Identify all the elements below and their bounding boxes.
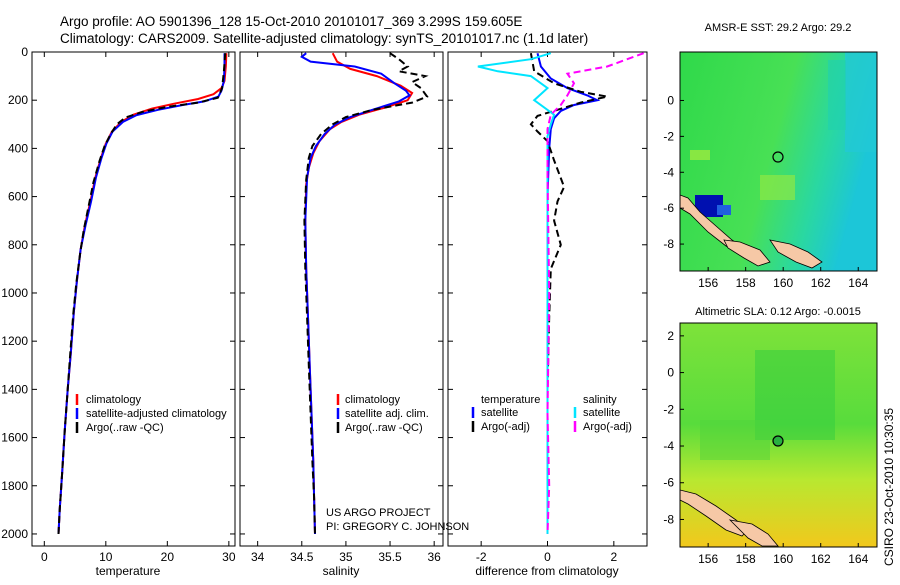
y-tick-label: 200 (8, 93, 28, 107)
y-tick-label: 1600 (1, 431, 28, 445)
salinity-legend: climatology satellite adj. clim. Argo(..… (336, 394, 429, 434)
legend-item: climatology (86, 394, 142, 406)
x-tick-label: 30 (222, 550, 236, 564)
sst-map-title: AMSR-E SST: 29.2 Argo: 29.2 (705, 22, 852, 34)
legend-item: climatology (345, 394, 401, 406)
x-tick-label: 160 (773, 552, 793, 566)
legend-item: satellite-adjusted climatology (86, 408, 227, 420)
y-tick-label: 0 (667, 366, 674, 380)
y-tick-label: 2 (667, 329, 674, 343)
legend-item: satellite (481, 407, 518, 419)
x-tick-label: 158 (736, 276, 756, 290)
difference-xlabel: difference from climatology (475, 564, 618, 578)
side-timestamp: CSIRO 23-Oct-2010 10:30:35 (882, 408, 896, 566)
temperature-xlabel: temperature (96, 564, 161, 578)
x-tick-label: 156 (698, 276, 718, 290)
legend-item: temperature (481, 394, 540, 406)
y-tick-label: 1400 (1, 382, 28, 396)
difference-legend: temperature satellite Argo(-adj) salinit… (471, 394, 632, 433)
sst-map (680, 52, 877, 271)
legend-item: Argo(..raw -QC) (86, 422, 164, 434)
project-annotation: US ARGO PROJECT (326, 507, 431, 519)
series-line (529, 53, 608, 534)
y-tick-label: -8 (663, 512, 674, 526)
legend-item: Argo(-adj) (583, 421, 632, 433)
x-tick-label: 0 (544, 550, 551, 564)
y-tick-label: -2 (663, 402, 674, 416)
series-line (57, 53, 228, 535)
series-line (304, 52, 414, 535)
x-tick-label: 34 (251, 550, 265, 564)
series-line (303, 52, 429, 535)
y-tick-label: 1800 (1, 479, 28, 493)
sla-map (680, 323, 877, 547)
y-tick-label: 800 (8, 238, 28, 252)
header-line2: Climatology: CARS2009. Satellite-adjuste… (60, 31, 588, 46)
y-tick-label: -6 (663, 476, 674, 490)
pi-annotation: PI: GREGORY C. JOHNSON (326, 521, 469, 533)
x-tick-label: 164 (848, 552, 868, 566)
legend-item: Argo(-adj) (481, 421, 530, 433)
x-tick-label: 158 (736, 552, 756, 566)
legend-item: salinity (583, 394, 617, 406)
x-tick-label: 160 (773, 276, 793, 290)
difference-plot: -2 0 2 (448, 51, 647, 564)
salinity-plot: 34 34.5 35 35.5 36 (240, 51, 443, 564)
y-tick-label: 400 (8, 141, 28, 155)
y-tick-label: -2 (663, 129, 674, 143)
sla-map-title: Altimetric SLA: 0.12 Argo: -0.0015 (695, 306, 861, 318)
salinity-axes-frame (239, 51, 444, 547)
x-tick-label: 164 (848, 276, 868, 290)
y-tick-label: -4 (663, 165, 674, 179)
x-tick-label: 35 (339, 550, 353, 564)
x-tick-label: 36 (427, 550, 441, 564)
sst-map-axes: 156 158 160 162 164 0 -2 -4 -6 -8 (663, 93, 868, 290)
y-tick-label: 0 (667, 93, 674, 107)
series-line (546, 52, 645, 535)
y-tick-label: -8 (663, 237, 674, 251)
x-tick-label: 34.5 (290, 550, 314, 564)
temperature-axes-frame (31, 51, 236, 547)
y-tick-label: -4 (663, 439, 674, 453)
x-tick-label: 2 (610, 550, 617, 564)
series-line (57, 53, 227, 535)
series-line (57, 53, 226, 535)
series-line (536, 52, 601, 534)
x-tick-label: -2 (476, 550, 487, 564)
temperature-plot: 0 10 20 30 0 200 400 600 800 1000 1200 1400 1600 1800… (1, 45, 236, 564)
argo-position-marker (772, 435, 784, 447)
header-line1: Argo profile: AO 5901396_128 15-Oct-2010… (60, 14, 522, 29)
argo-position-marker (772, 151, 784, 163)
legend-item: satellite adj. clim. (345, 408, 429, 420)
y-tick-label: 1000 (1, 286, 28, 300)
y-tick-label: -6 (663, 201, 674, 215)
y-tick-label: 600 (8, 190, 28, 204)
series-line (300, 52, 411, 535)
series-line (477, 52, 556, 534)
y-tick-label: 0 (21, 45, 28, 59)
x-tick-label: 10 (99, 550, 113, 564)
sla-map-frame (679, 322, 878, 548)
x-tick-label: 20 (161, 550, 175, 564)
sla-map-axes: 156 158 160 162 164 2 0 -2 -4 -6 -8 (663, 329, 868, 566)
legend-item: Argo(..raw -QC) (345, 422, 423, 434)
legend-item: satellite (583, 407, 620, 419)
x-tick-label: 156 (698, 552, 718, 566)
x-tick-label: 162 (811, 276, 831, 290)
y-tick-label: 2000 (1, 527, 28, 541)
x-tick-label: 0 (41, 550, 48, 564)
x-tick-label: 162 (811, 552, 831, 566)
sst-map-frame (679, 51, 878, 272)
temperature-legend: climatology satellite-adjusted climatolo… (75, 394, 227, 434)
x-tick-label: 35.5 (378, 550, 402, 564)
y-tick-label: 1200 (1, 334, 28, 348)
salinity-xlabel: salinity (323, 564, 360, 578)
